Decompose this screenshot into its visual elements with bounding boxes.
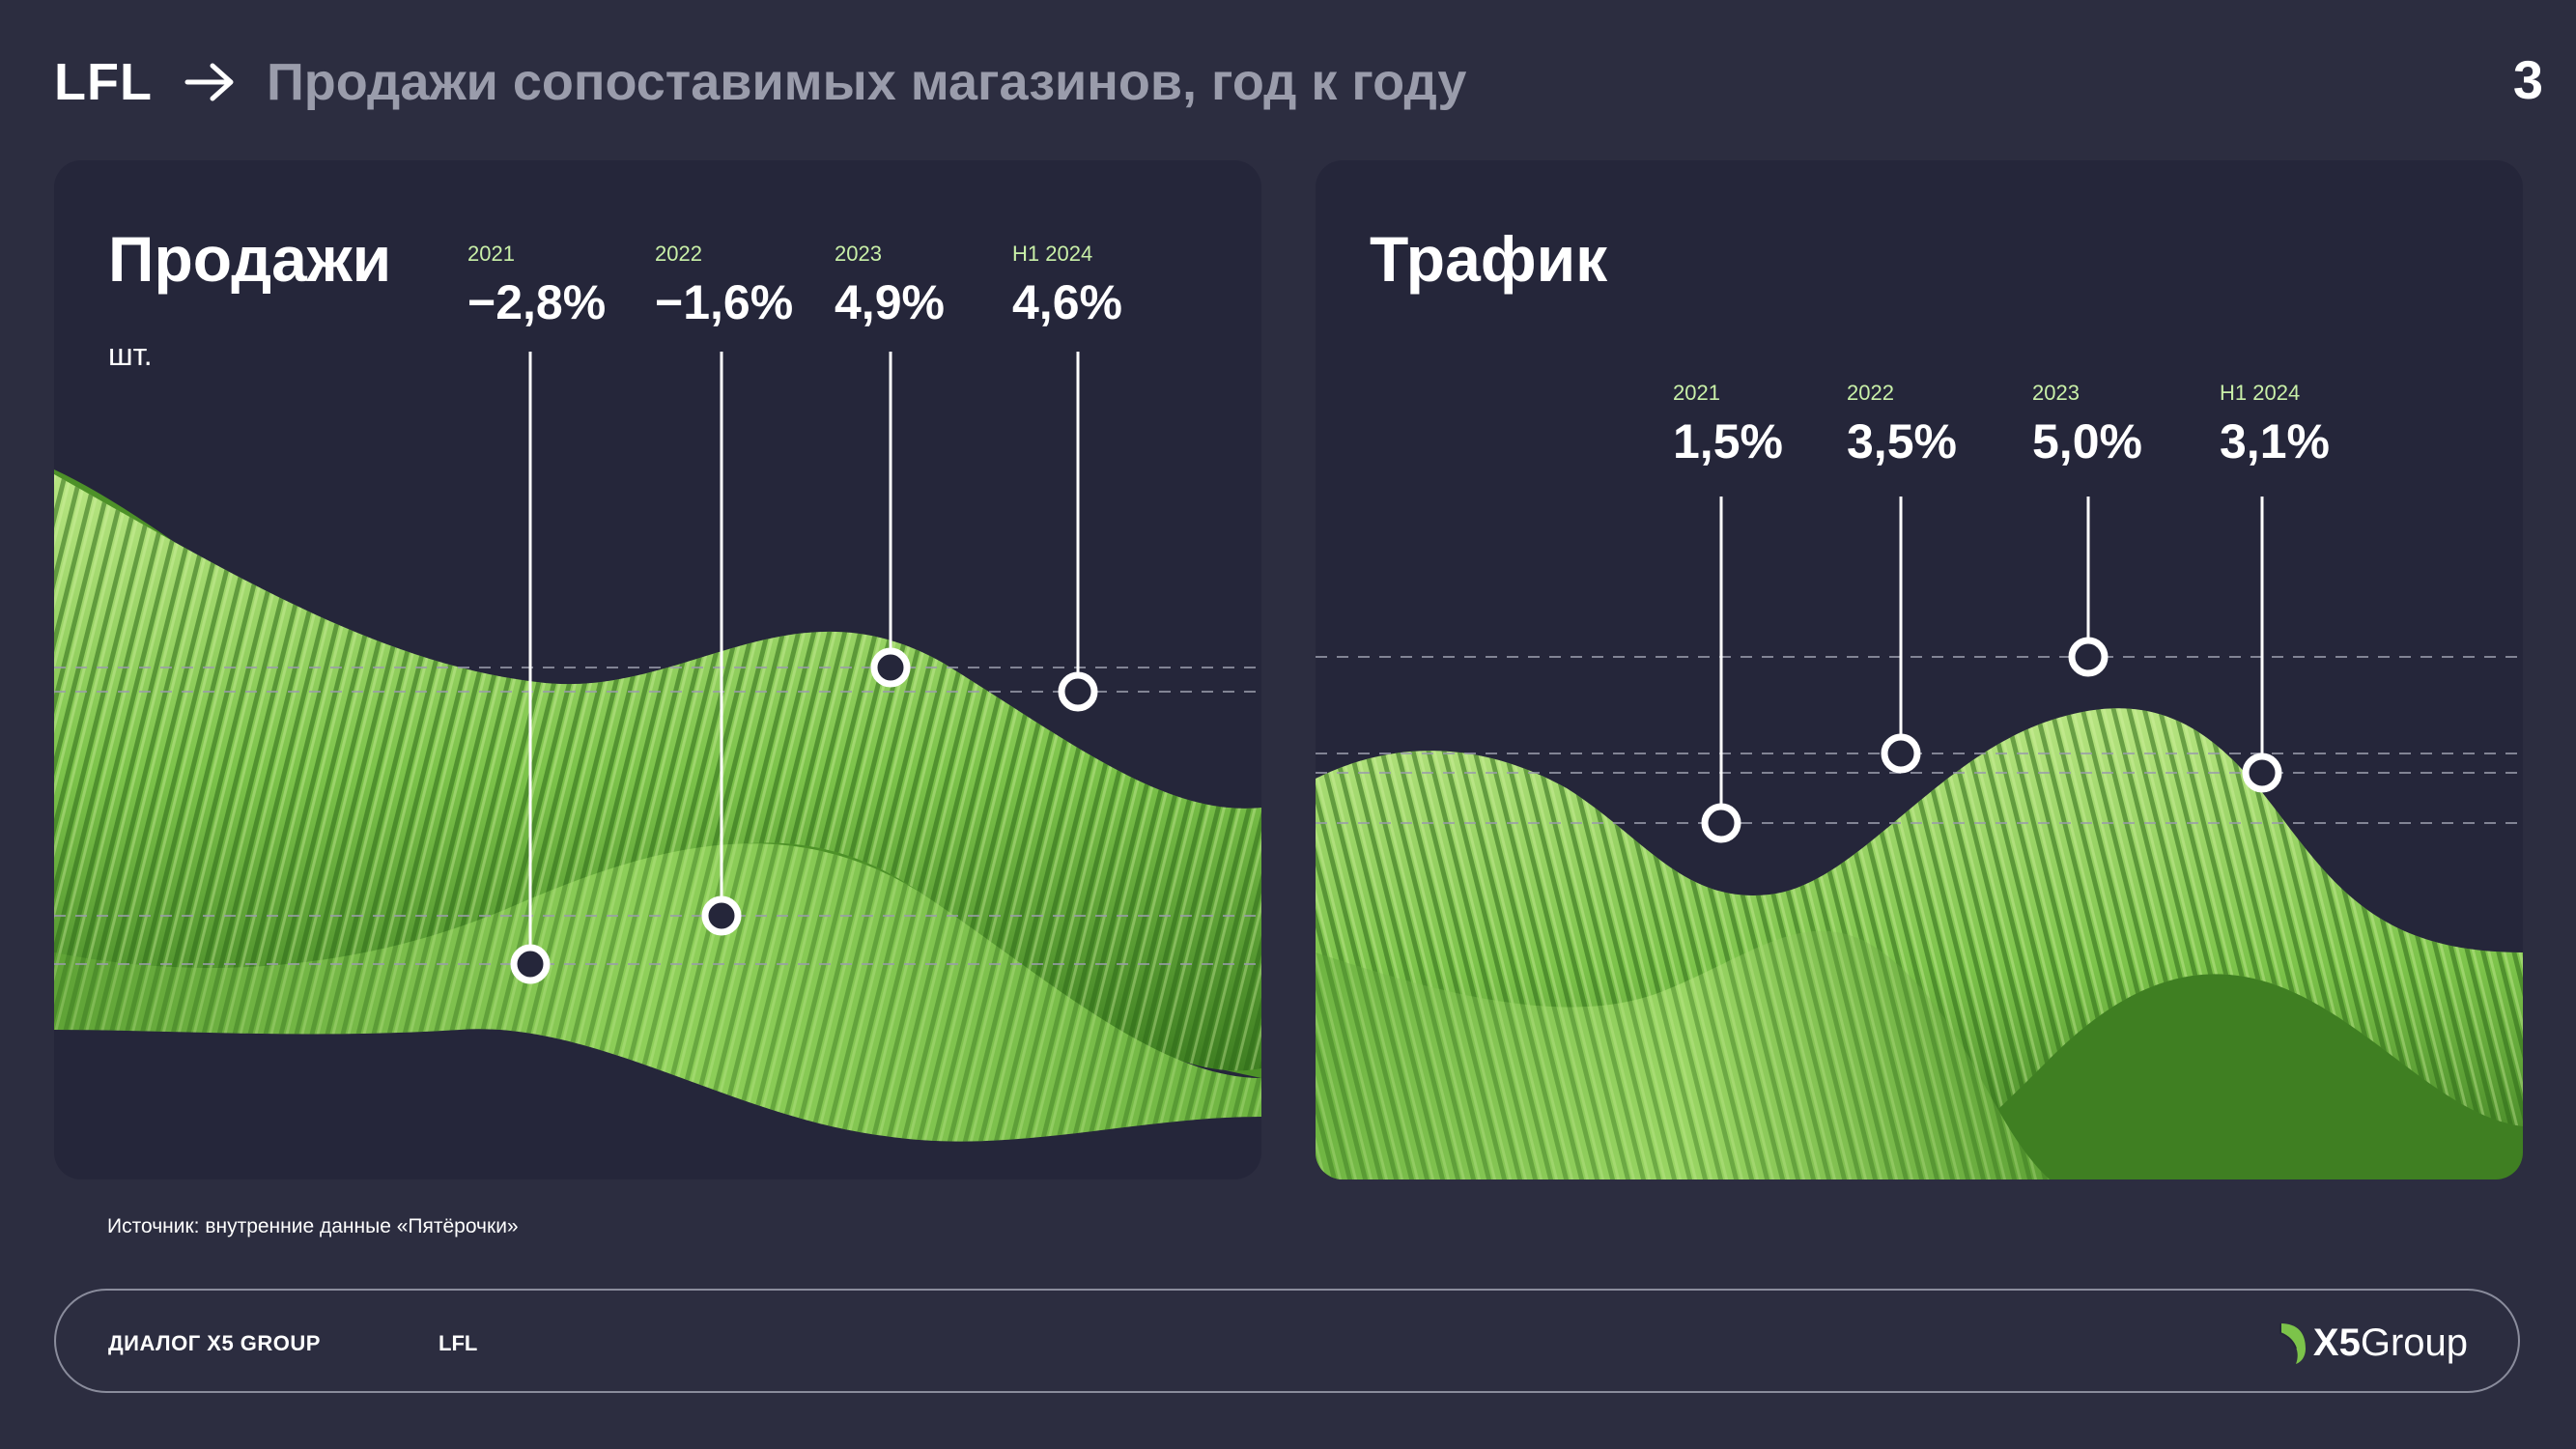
page-title: LFL: [54, 53, 153, 111]
logo-group-text: Group: [2360, 1321, 2468, 1364]
marker-2021: [510, 944, 551, 984]
marker-h1-2024: [1058, 671, 1098, 712]
metric-year: 2021: [467, 242, 515, 266]
footer-section-label: LFL: [439, 1331, 478, 1355]
sales-metric-2021: 2021 −2,8%: [467, 242, 606, 330]
metric-year: H1 2024: [1012, 242, 1093, 266]
page-number: 3: [2512, 49, 2543, 110]
traffic-metric-2023: 2023 5,0%: [2032, 381, 2142, 469]
traffic-wave-illustration: [1316, 497, 2523, 1179]
metric-year: 2023: [835, 242, 882, 266]
marker-2023: [870, 647, 911, 688]
marker-2021: [1701, 803, 1741, 843]
source-note: Источник: внутренние данные «Пятёрочки»: [107, 1215, 519, 1237]
footer-brand-label: ДИАЛОГ X5 GROUP: [108, 1331, 321, 1355]
logo-x5-text: X5: [2312, 1321, 2361, 1364]
metric-value: 5,0%: [2032, 414, 2142, 469]
metric-year: 2021: [1673, 381, 1720, 405]
marker-h1-2024: [2242, 753, 2282, 793]
page-subtitle: Продажи сопоставимых магазинов, год к го…: [266, 53, 1467, 111]
metric-value: 3,5%: [1847, 414, 1957, 469]
metric-value: −2,8%: [467, 275, 607, 329]
metric-value: 4,6%: [1012, 275, 1122, 329]
marker-2022: [701, 895, 742, 936]
marker-2023: [2068, 637, 2109, 677]
metric-year: 2022: [655, 242, 702, 266]
metric-value: 4,9%: [835, 275, 945, 329]
metric-year: 2022: [1847, 381, 1894, 405]
traffic-title: Трафик: [1370, 223, 1608, 295]
sales-panel: Продажи шт. 2021 −2,8% 2022 −1,6% 2023 4…: [54, 160, 1261, 1179]
sales-metric-h1-2024: H1 2024 4,6%: [1012, 242, 1122, 330]
x5-group-logo: X5 Group: [2277, 1314, 2468, 1372]
sales-title: Продажи: [108, 223, 392, 295]
traffic-panel: Трафик 2021 1,5% 2022 3,5% 2023 5,0% H1 …: [1316, 160, 2523, 1179]
x5-leaf-icon: [2279, 1323, 2306, 1364]
header: LFL Продажи сопоставимых магазинов, год …: [54, 48, 1466, 116]
metric-value: 1,5%: [1673, 414, 1783, 469]
metric-value: 3,1%: [2220, 414, 2330, 469]
sales-metric-2023: 2023 4,9%: [835, 242, 945, 330]
marker-2022: [1881, 733, 1921, 774]
sales-unit: шт.: [108, 337, 153, 372]
traffic-metric-h1-2024: H1 2024 3,1%: [2220, 381, 2330, 469]
traffic-metric-2022: 2022 3,5%: [1847, 381, 1957, 469]
sales-metric-2022: 2022 −1,6%: [655, 242, 793, 330]
metric-year: H1 2024: [2220, 381, 2301, 405]
metric-value: −1,6%: [655, 275, 794, 329]
footer-bar: ДИАЛОГ X5 GROUP LFL X5 Group: [54, 1289, 2520, 1393]
traffic-metric-2021: 2021 1,5%: [1673, 381, 1783, 469]
sales-wave-illustration: [54, 352, 1261, 1142]
metric-year: 2023: [2032, 381, 2080, 405]
arrow-right-icon: [184, 63, 234, 101]
